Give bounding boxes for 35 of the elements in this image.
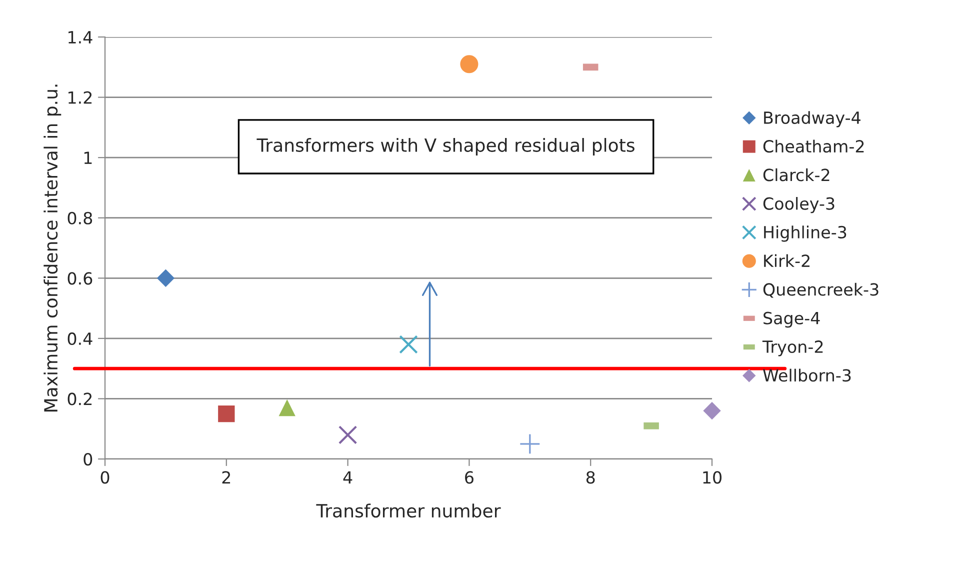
y-axis-title: Maximum confidence interval in p.u. xyxy=(44,84,62,412)
y-tick-label: 1 xyxy=(84,152,92,164)
legend-label: Clarck-2 xyxy=(763,168,830,182)
point xyxy=(399,335,418,354)
legend-label: Kirk-2 xyxy=(764,254,810,267)
x-tick-label: 6 xyxy=(465,471,474,484)
point xyxy=(519,433,540,454)
legend-label: Cheatham-2 xyxy=(763,140,864,153)
point xyxy=(218,405,235,422)
y-tick-label: 0 xyxy=(84,452,92,466)
x-tick-label: 2 xyxy=(222,471,230,484)
point xyxy=(703,402,721,420)
x-axis-title: Transformer number xyxy=(316,504,501,518)
x-tick-label: 4 xyxy=(343,471,352,484)
y-tick-label: 0.6 xyxy=(68,272,92,285)
point xyxy=(156,269,175,287)
y-tick-label: 1.4 xyxy=(68,31,92,44)
legend-label: Queencreek-3 xyxy=(763,282,878,298)
y-tick-label: 0.4 xyxy=(68,332,92,345)
y-tick-label: 1.2 xyxy=(68,91,92,104)
legend-label: Sage-4 xyxy=(764,312,820,328)
legend-label: Tryon-2 xyxy=(762,340,823,356)
point xyxy=(460,55,478,74)
x-tick-label: 8 xyxy=(586,471,595,484)
legend-label: Wellborn-3 xyxy=(763,368,851,382)
legend-label: Cooley-3 xyxy=(763,196,834,214)
legend-label: Broadway-4 xyxy=(764,111,860,128)
point xyxy=(278,399,296,416)
point xyxy=(338,426,358,444)
x-tick-label: 0 xyxy=(100,471,110,484)
annotation: Transformers with V shaped residual plots xyxy=(256,138,634,156)
y-tick-label: 0.8 xyxy=(68,212,92,224)
y-tick-label: 0.2 xyxy=(68,392,92,406)
legend-label: Highline-3 xyxy=(764,226,846,242)
x-tick-label: 10 xyxy=(703,471,722,484)
